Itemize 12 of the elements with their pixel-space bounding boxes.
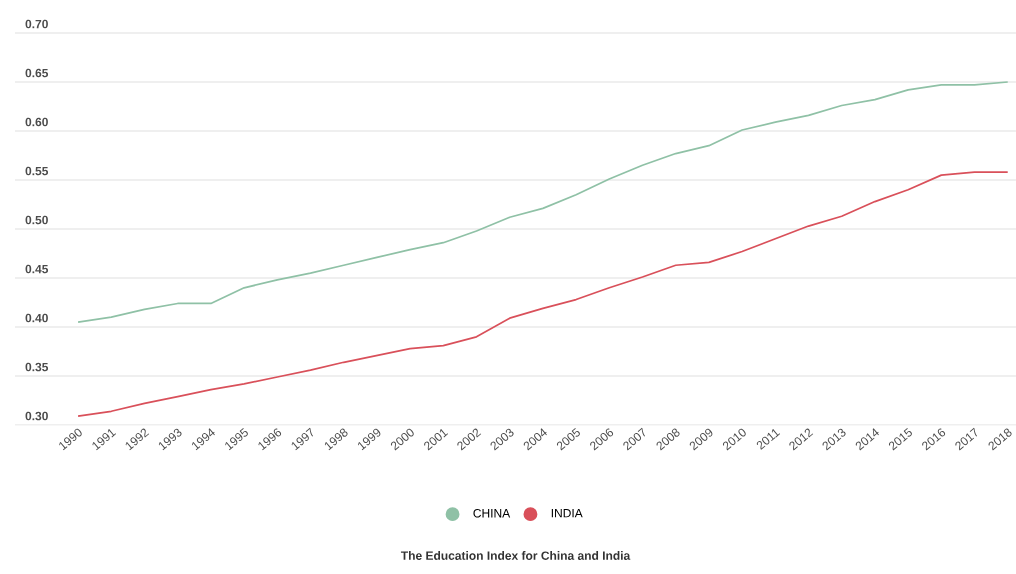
legend-label: CHINA: [473, 508, 511, 518]
y-tick-label: 0.45: [25, 264, 49, 274]
text: The Education Index for China and India: [400, 551, 631, 560]
y-tick-label: 0.50: [25, 215, 48, 225]
y-tick-label: 0.30: [25, 411, 48, 421]
y-tick-label: 0.65: [25, 68, 49, 78]
y-tick-label: 0.35: [25, 362, 49, 372]
y-tick-label: 0.60: [25, 117, 48, 127]
y-tick-label: 0.55: [25, 166, 49, 176]
y-tick-label: 0.40: [25, 313, 48, 323]
legend-label: INDIA: [551, 509, 583, 518]
y-tick-label: 0.70: [25, 19, 48, 29]
